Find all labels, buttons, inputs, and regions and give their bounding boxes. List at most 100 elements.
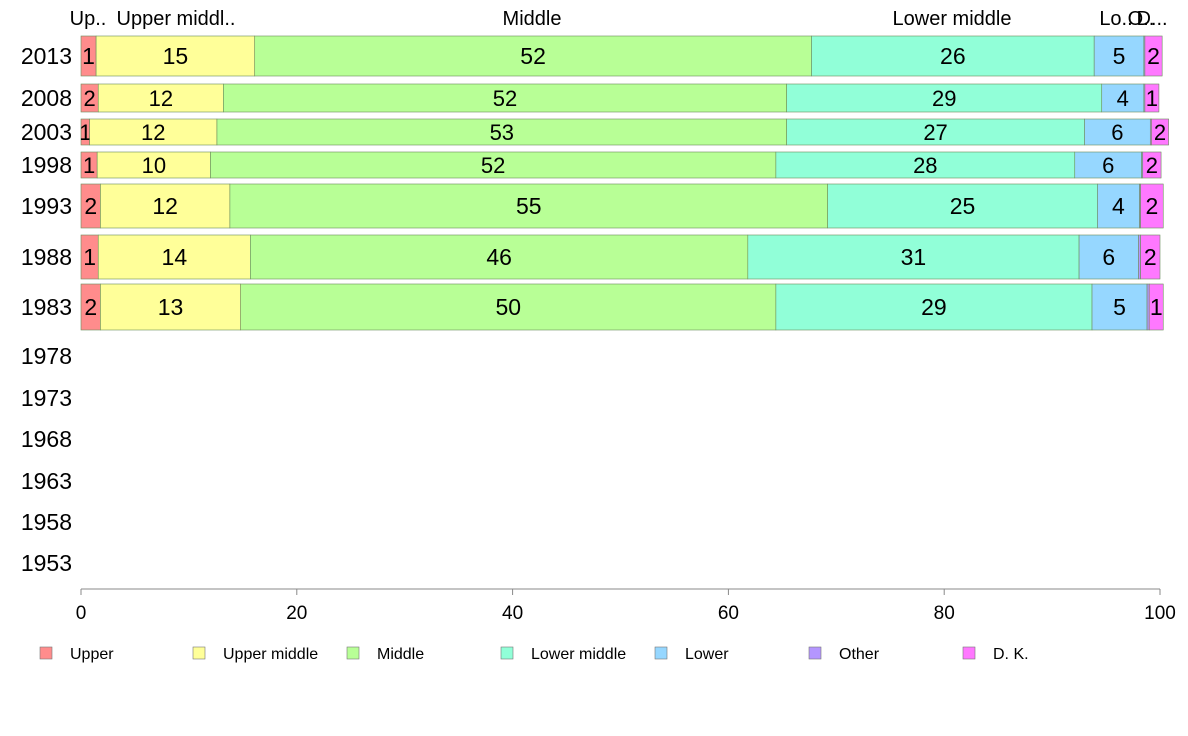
series-top-label: Lower middle (893, 8, 1012, 30)
bar-segment (1148, 283, 1164, 331)
legend-label: Lower (685, 646, 729, 663)
bar-segment (775, 283, 1093, 331)
bar-value-label: 14 (162, 244, 188, 270)
bar-value-label: 1 (79, 120, 91, 145)
y-tick-label: 1998 (21, 152, 72, 178)
legend-label: Lower middle (531, 646, 626, 663)
bar-value-label: 1 (1150, 294, 1163, 320)
bar-value-label: 2 (1146, 193, 1159, 219)
bar-segment (250, 234, 749, 280)
bar-segment (1140, 234, 1161, 280)
legend-label: Middle (377, 646, 424, 663)
bar-segment (216, 118, 787, 146)
bar-segment (210, 151, 777, 179)
bar-value-label: 15 (163, 43, 189, 69)
legend-swatch (346, 646, 360, 660)
series-top-label: Upper middl.. (117, 8, 236, 30)
bar-value-label: 1 (83, 153, 95, 178)
series-top-label: Up.. (70, 8, 107, 30)
bar-value-label: 52 (493, 86, 517, 111)
bar-segment (240, 283, 777, 331)
bar-value-label: 2 (84, 193, 97, 219)
bar-value-label: 46 (486, 244, 512, 270)
bar-segment (1144, 83, 1160, 113)
bar-value-label: 2 (84, 86, 96, 111)
bar-value-label: 28 (913, 153, 937, 178)
x-tick-label: 100 (1144, 603, 1176, 624)
bar-segment (97, 234, 251, 280)
series-top-label: O.. (1128, 8, 1155, 30)
bar-value-label: 6 (1102, 244, 1115, 270)
bar-value-label: 12 (141, 120, 165, 145)
bar-segment (1101, 83, 1145, 113)
bar-segment (1074, 151, 1142, 179)
bar-value-label: 2 (1146, 153, 1158, 178)
bar-value-label: 2 (1147, 43, 1160, 69)
y-axis-labels: 2013 2008 2003 1998 1993 1988 1983 1978 1973 1968… (21, 43, 72, 576)
bar-value-label: 55 (516, 193, 542, 219)
bar-value-label: 2 (1144, 244, 1157, 270)
bar-value-label: 1 (83, 244, 96, 270)
y-tick-label: 1993 (21, 193, 72, 219)
bar-segment (827, 183, 1098, 229)
bar-value-label: 12 (149, 86, 173, 111)
bars-area: 1 15 52 26 5 22 12 52 29 4 11 12 53 27 6 21 10 52 28 6 22 12 5… (79, 35, 1169, 331)
bar-value-label: 31 (901, 244, 927, 270)
bar-segment (786, 118, 1085, 146)
bar-value-label: 27 (923, 120, 947, 145)
y-tick-label: 1978 (21, 343, 72, 369)
bar-segment (811, 35, 1095, 77)
bar-value-label: 4 (1117, 86, 1129, 111)
bar-value-label: 29 (932, 86, 956, 111)
y-tick-label: 1983 (21, 294, 72, 320)
bar-segment (786, 83, 1103, 113)
bar-value-label: 5 (1113, 294, 1126, 320)
bar-value-label: 52 (520, 43, 546, 69)
bar-value-label: 26 (940, 43, 966, 69)
bar-segment (1144, 35, 1163, 77)
x-tick-label: 0 (76, 603, 87, 624)
bar-value-label: 6 (1102, 153, 1114, 178)
bar-value-label: 5 (1113, 43, 1126, 69)
bar-value-label: 6 (1111, 120, 1123, 145)
bar-segment (1084, 118, 1151, 146)
bar-value-label: 53 (490, 120, 514, 145)
bar-segment (229, 183, 828, 229)
x-tick-label: 40 (502, 603, 523, 624)
legend-label: Upper middle (223, 646, 318, 663)
series-top-label: Middle (503, 8, 562, 30)
y-tick-label: 1953 (21, 550, 72, 576)
legend-label: Upper (70, 646, 114, 663)
bar-segment (1151, 118, 1169, 146)
series-top-label: Lo.. (1099, 8, 1132, 30)
bar-segment (1142, 151, 1162, 179)
bar-value-label: 4 (1112, 193, 1125, 219)
bar-segment (95, 35, 256, 77)
y-tick-label: 1973 (21, 385, 72, 411)
bar-value-label: 2 (84, 294, 97, 320)
series-top-label: D... (1136, 8, 1167, 30)
bar-segment (1140, 183, 1164, 229)
y-tick-label: 2003 (21, 119, 72, 145)
bar-value-label: 52 (481, 153, 505, 178)
bar-value-label: 12 (152, 193, 178, 219)
y-tick-label: 1958 (21, 509, 72, 535)
bar-segment (1091, 283, 1148, 331)
x-tick-label: 60 (718, 603, 739, 624)
x-axis: 0 20 40 60 80 100 (76, 588, 1176, 624)
legend-swatch (192, 646, 206, 660)
bar-value-label: 1 (1146, 86, 1158, 111)
legend-swatch (500, 646, 514, 660)
x-tick-label: 80 (934, 603, 955, 624)
bar-segment (97, 83, 224, 113)
bar-segment (1138, 234, 1141, 280)
bar-value-label: 50 (495, 294, 521, 320)
bar-segment (223, 83, 787, 113)
bar-value-label: 2 (1154, 120, 1166, 145)
y-tick-label: 1988 (21, 244, 72, 270)
legend: Upper Upper middle Middle Lower middle Lower… (39, 646, 1029, 663)
bar-segment (100, 183, 231, 229)
top-series-labels: Up.. Upper middl.. Middle Lower middle Lo..O… (70, 8, 1168, 30)
y-tick-label: 2013 (21, 43, 72, 69)
bar-segment (747, 234, 1080, 280)
